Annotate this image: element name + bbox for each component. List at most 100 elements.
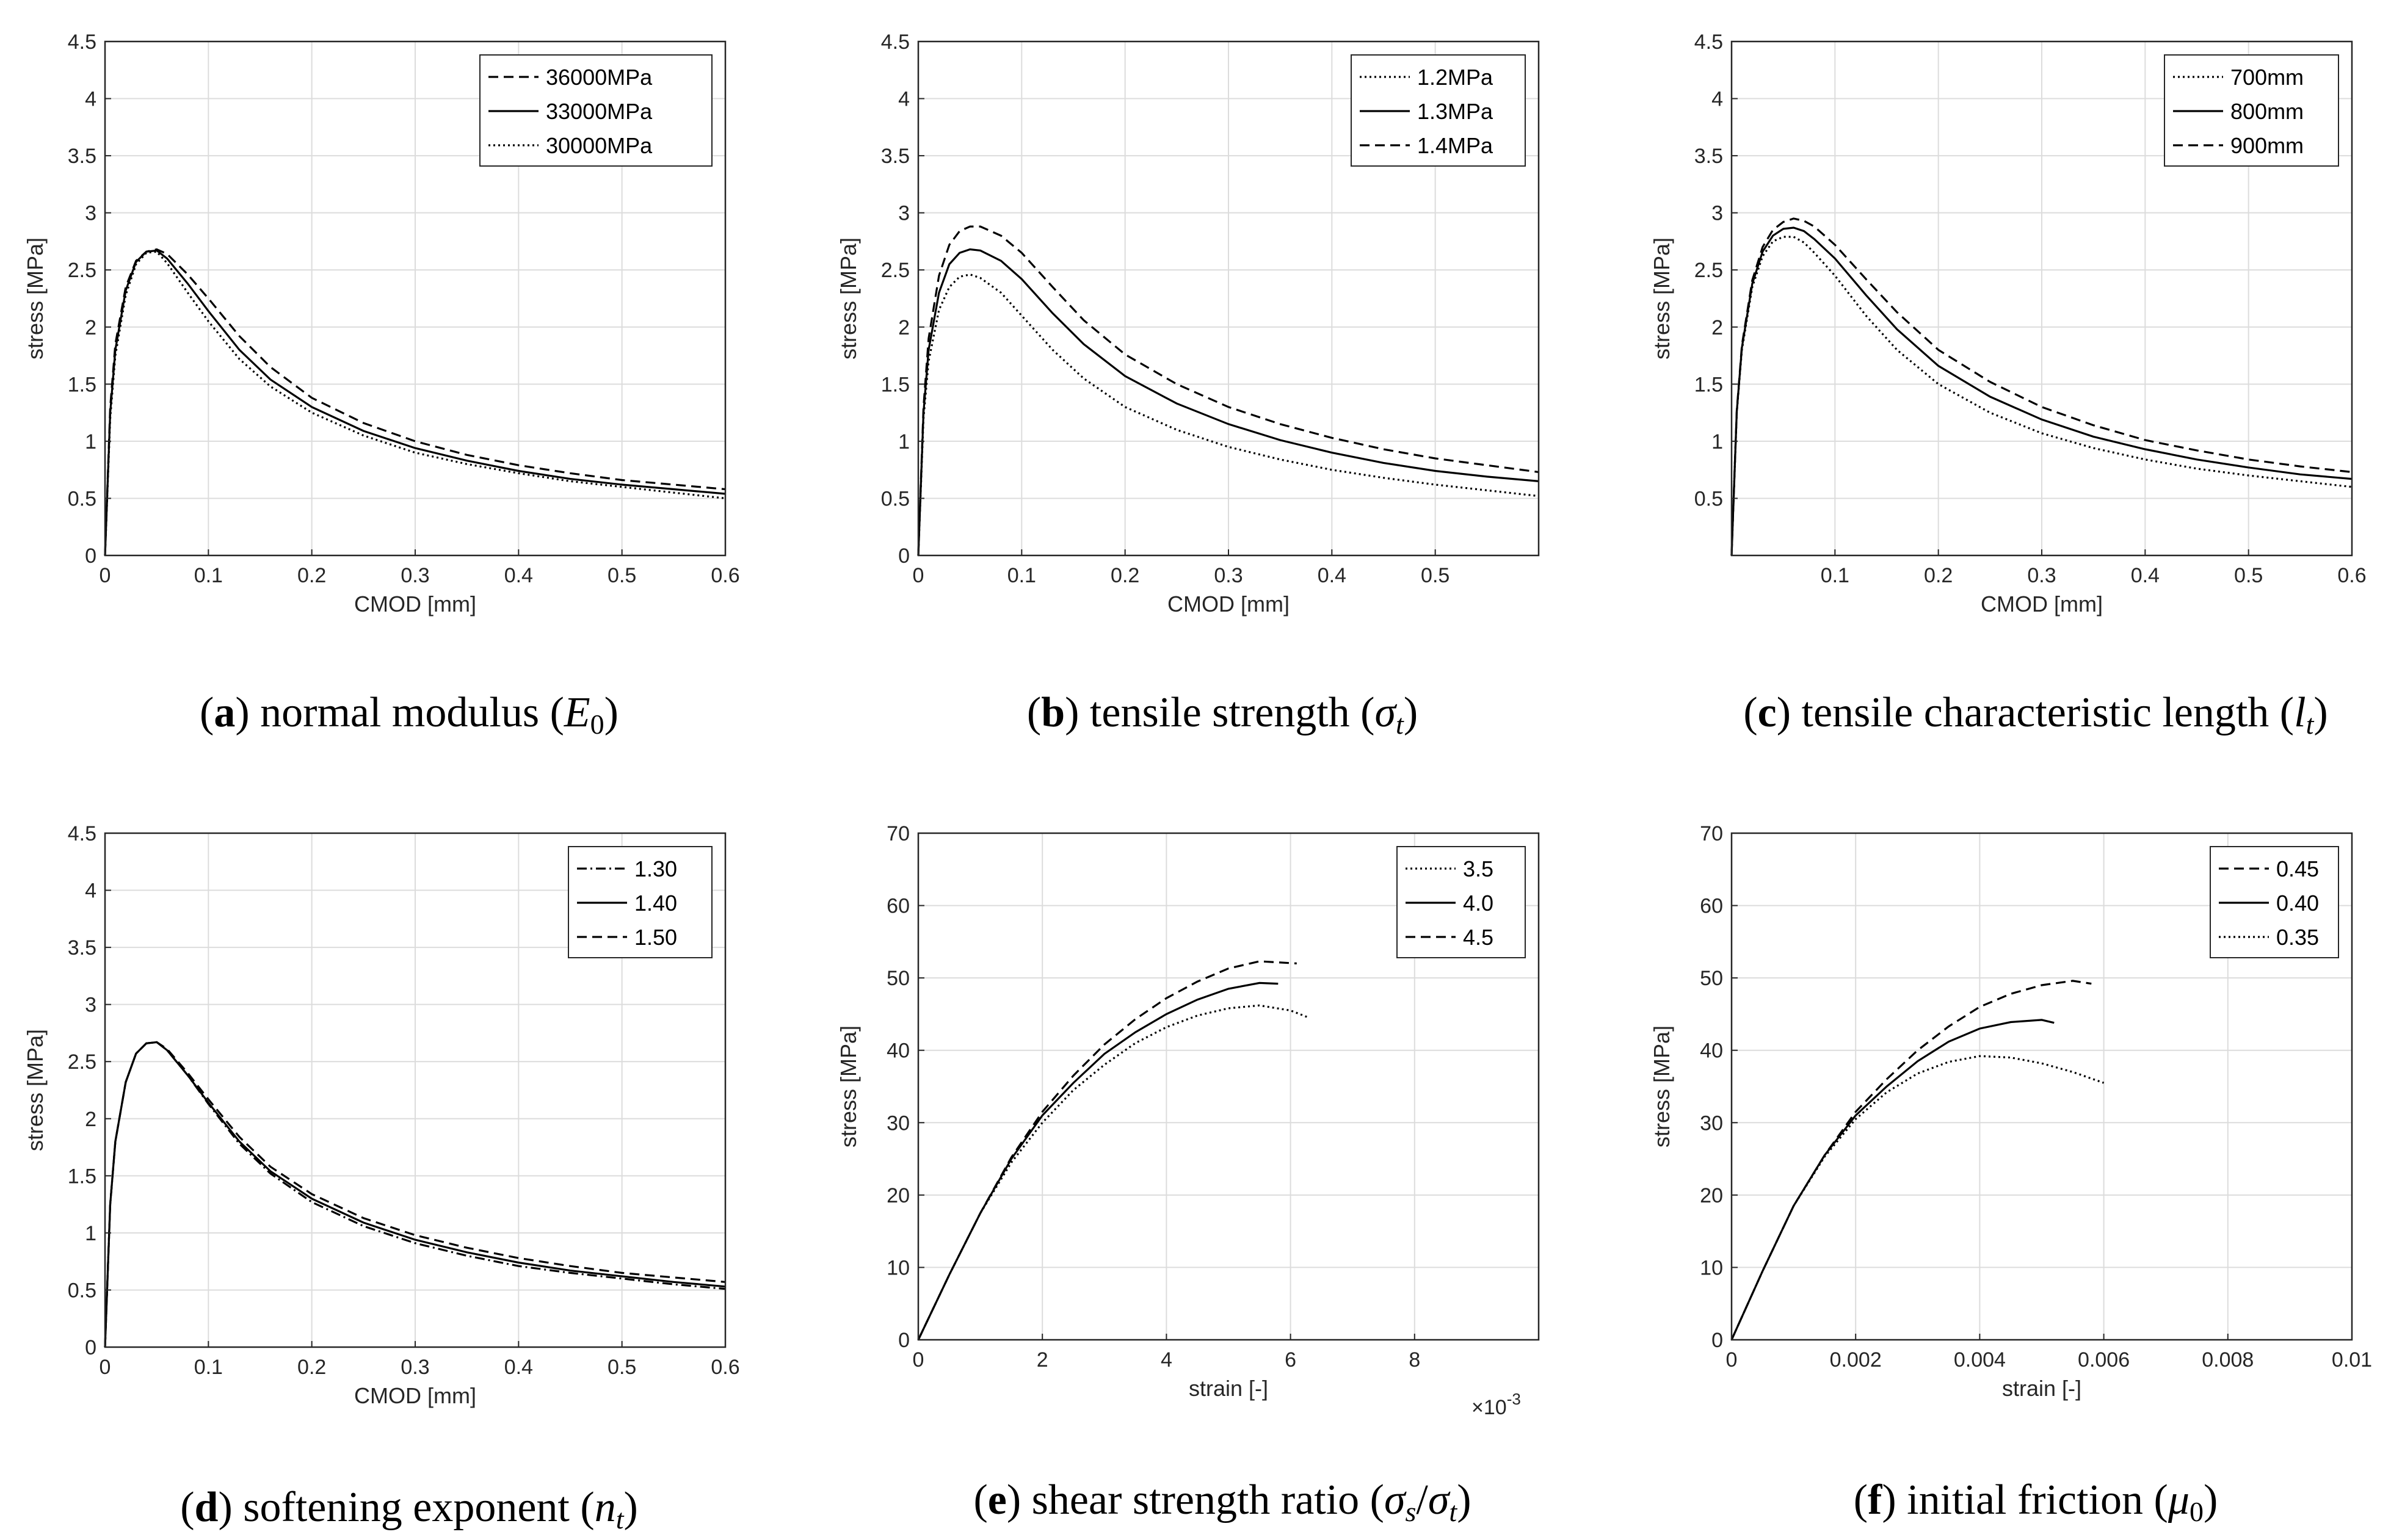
y-axis-label: stress [MPa] — [836, 237, 861, 360]
y-tick-label: 3 — [1711, 202, 1723, 225]
series-line-4.5 — [917, 960, 1297, 1340]
x-tick-label: 0.2 — [1111, 564, 1139, 587]
y-tick-label: 3.5 — [1694, 145, 1723, 168]
y-tick-label: 0.5 — [881, 487, 910, 510]
x-axis-label: strain [-] — [1189, 1376, 1268, 1401]
x-tick-label: 0.3 — [2027, 564, 2056, 587]
panel-c: 0.1 0.2 0.3 0.4 0.5 0.6 0.5 1 1.5 2 2.5 3 3.5 4 4.5 CMO… — [1649, 31, 2367, 740]
legend: 3.5 4.0 4.5 — [1396, 846, 1526, 958]
x-tick-label: 0.6 — [711, 564, 739, 587]
y-tick-label: 1 — [85, 430, 96, 454]
x-tick-label: 0.1 — [1007, 564, 1036, 587]
series-line-1.30 — [104, 1041, 726, 1348]
legend-label: 800mm — [2230, 99, 2304, 124]
series-line-900mm — [1730, 217, 2353, 556]
legend: 700mm 800mm 900mm — [2164, 54, 2339, 167]
x-axis-multiplier: ×10-3 — [1471, 1390, 1521, 1419]
x-tick-label: 0 — [913, 564, 924, 587]
axes-frame — [1730, 832, 2353, 1341]
legend-label: 0.40 — [2276, 891, 2319, 916]
axes-frame — [917, 832, 1540, 1341]
panel-caption: (c) tensile characteristic length (lt) — [1743, 689, 2328, 740]
x-tick-label: 0.4 — [504, 1356, 533, 1379]
x-tick-label: 0.2 — [1924, 564, 1953, 587]
x-tick-label: 0 — [100, 564, 111, 587]
y-tick-label: 60 — [1700, 895, 1723, 918]
y-tick-label: 2 — [85, 316, 96, 339]
y-tick-label: 4.5 — [1694, 31, 1723, 54]
x-tick-label: 0.1 — [1821, 564, 1849, 587]
x-tick-label: 0 — [100, 1356, 111, 1379]
y-tick-label: 4 — [1711, 88, 1723, 111]
y-tick-label: 0 — [898, 544, 910, 568]
y-tick-label: 3 — [85, 994, 96, 1017]
panel-a: 0 0.1 0.2 0.3 0.4 0.5 0.6 0 0.5 1 1.5 2 2.5 3 3.5 4 4.5 C… — [23, 31, 740, 740]
x-axis-label: strain [-] — [2002, 1376, 2081, 1401]
y-tick-label: 30 — [887, 1112, 910, 1135]
series-line-1.50 — [104, 1041, 726, 1348]
y-tick-label: 70 — [887, 822, 910, 845]
y-tick-label: 2.5 — [68, 1050, 96, 1074]
legend: 1.2MPa 1.3MPa 1.4MPa — [1351, 54, 1526, 167]
legend: 1.30 1.40 1.50 — [568, 846, 713, 958]
x-tick-label: 0.004 — [1954, 1348, 2006, 1372]
y-tick-label: 0 — [898, 1329, 910, 1352]
legend: 36000MPa 33000MPa 30000MPa — [479, 54, 713, 167]
y-tick-label: 2 — [85, 1108, 96, 1131]
y-tick-label: 30 — [1700, 1112, 1723, 1135]
y-axis-label: stress [MPa] — [23, 1029, 48, 1151]
series-line-1.3MPa — [917, 248, 1539, 556]
x-tick-label: 4 — [1161, 1348, 1172, 1372]
legend-label: 36000MPa — [546, 65, 653, 90]
x-axis-label: CMOD [mm] — [354, 591, 476, 616]
y-tick-label: 4.5 — [68, 822, 96, 845]
y-tick-label: 3.5 — [68, 936, 96, 960]
legend-label: 1.50 — [634, 925, 677, 950]
x-tick-label: 2 — [1037, 1348, 1048, 1372]
legend-label: 33000MPa — [546, 99, 653, 124]
panel-e: 0 2 4 6 8 0 10 20 30 40 50 60 70 strain [-] stress [MP… — [836, 822, 1540, 1527]
y-tick-label: 1.5 — [881, 373, 910, 396]
x-tick-label: 0.002 — [1830, 1348, 1882, 1372]
x-tick-label: 0 — [913, 1348, 924, 1372]
x-tick-label: 0.6 — [711, 1356, 739, 1379]
series-line-700mm — [1730, 236, 2353, 556]
y-tick-label: 4.5 — [881, 31, 910, 54]
y-tick-label: 2 — [898, 316, 910, 339]
y-tick-label: 4 — [898, 88, 910, 111]
panel-caption: (f) initial friction (μ0) — [1854, 1477, 2218, 1527]
x-tick-label: 0.3 — [401, 1356, 429, 1379]
series-line-33000MPa — [104, 249, 726, 556]
x-tick-label: 0.3 — [401, 564, 429, 587]
legend-label: 1.3MPa — [1417, 99, 1493, 124]
y-tick-label: 60 — [887, 895, 910, 918]
legend-label: 4.5 — [1463, 925, 1493, 950]
x-tick-label: 0.5 — [608, 1356, 636, 1379]
legend-label: 700mm — [2230, 65, 2304, 90]
x-axis-label: CMOD [mm] — [1167, 591, 1290, 616]
legend-label: 0.35 — [2276, 925, 2319, 950]
y-tick-label: 10 — [1700, 1256, 1723, 1279]
y-tick-label: 0.5 — [68, 1279, 96, 1302]
panel-caption: (b) tensile strength (σt) — [1027, 689, 1418, 740]
x-tick-label: 0.01 — [2332, 1348, 2372, 1372]
panel-caption: (e) shear strength ratio (σs/σt) — [973, 1477, 1471, 1527]
x-tick-label: 0.3 — [1214, 564, 1243, 587]
x-tick-label: 0.1 — [194, 1356, 223, 1379]
x-tick-label: 0.2 — [297, 1356, 326, 1379]
y-axis-label: stress [MPa] — [23, 237, 48, 360]
y-tick-label: 3.5 — [881, 145, 910, 168]
y-tick-label: 3.5 — [68, 145, 96, 168]
panel-b: 0 0.1 0.2 0.3 0.4 0.5 0 0.5 1 1.5 2 2.5 3 3.5 4 4.5 CMOD… — [836, 31, 1540, 740]
y-tick-label: 3 — [85, 202, 96, 225]
legend-label: 4.0 — [1463, 891, 1493, 916]
series-line-4.0 — [917, 981, 1279, 1340]
legend-label: 1.30 — [634, 856, 677, 881]
x-axis-label: CMOD [mm] — [354, 1383, 476, 1408]
legend-label: 30000MPa — [546, 133, 653, 158]
y-tick-label: 0 — [85, 1336, 96, 1359]
legend-label: 3.5 — [1463, 856, 1493, 881]
panel-caption: (d) softening exponent (nt) — [180, 1484, 638, 1535]
series-line-30000MPa — [104, 250, 726, 556]
